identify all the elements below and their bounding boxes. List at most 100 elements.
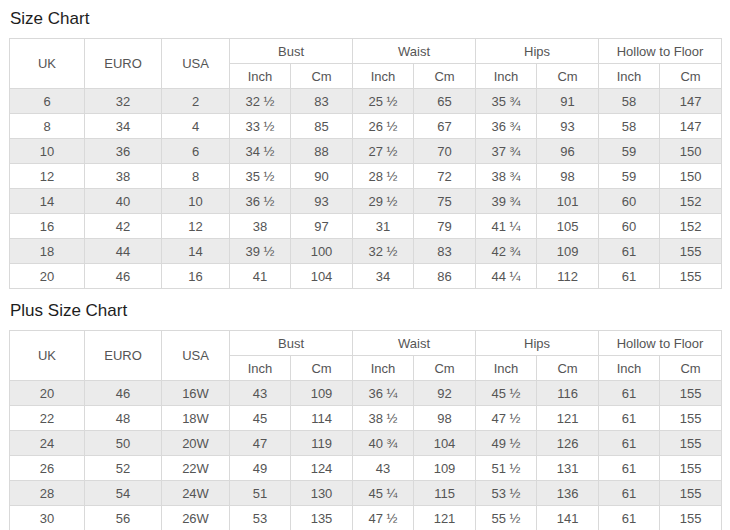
table-cell: 38 ½: [353, 406, 414, 431]
table-cell: 83: [291, 89, 353, 114]
table-cell: 56: [85, 506, 162, 530]
table-cell: 53: [230, 506, 291, 530]
column-group-header: Waist: [353, 331, 476, 356]
column-group-header: Bust: [230, 331, 353, 356]
table-cell: 61: [599, 406, 660, 431]
size-chart-table: UKEUROUSABustWaistHipsHollow to FloorInc…: [9, 38, 722, 289]
table-cell: 44 ¼: [476, 264, 537, 289]
table-cell: 22W: [162, 456, 230, 481]
column-header: UK: [10, 331, 85, 381]
table-cell: 67: [414, 114, 476, 139]
unit-header: Cm: [414, 64, 476, 89]
table-cell: 101: [537, 189, 599, 214]
table-cell: 40 ¾: [353, 431, 414, 456]
unit-header: Inch: [353, 356, 414, 381]
table-cell: 26: [10, 456, 85, 481]
table-row: 265222W491244310951 ½13161155: [10, 456, 722, 481]
unit-header: Cm: [537, 356, 599, 381]
table-cell: 150: [660, 164, 722, 189]
table-cell: 90: [291, 164, 353, 189]
table-cell: 49: [230, 456, 291, 481]
unit-header: Inch: [599, 64, 660, 89]
table-cell: 49 ½: [476, 431, 537, 456]
table-cell: 44: [85, 239, 162, 264]
table-cell: 37 ¾: [476, 139, 537, 164]
table-body: 204616W4310936 ¼9245 ½11661155224818W451…: [10, 381, 722, 530]
table-cell: 38: [230, 214, 291, 239]
table-cell: 38 ¾: [476, 164, 537, 189]
unit-header: Cm: [537, 64, 599, 89]
plus-size-chart-table: UKEUROUSABustWaistHipsHollow to FloorInc…: [9, 330, 722, 530]
table-cell: 18: [10, 239, 85, 264]
table-cell: 34 ½: [230, 139, 291, 164]
table-cell: 36: [85, 139, 162, 164]
table-cell: 30: [10, 506, 85, 530]
table-cell: 10: [10, 139, 85, 164]
table-cell: 61: [599, 239, 660, 264]
table-cell: 109: [414, 456, 476, 481]
table-cell: 39 ½: [230, 239, 291, 264]
table-cell: 155: [660, 264, 722, 289]
table-cell: 46: [85, 264, 162, 289]
table-cell: 61: [599, 264, 660, 289]
table-cell: 42: [85, 214, 162, 239]
table-row: 1238835 ½9028 ½7238 ¾9859150: [10, 164, 722, 189]
table-cell: 36 ¼: [353, 381, 414, 406]
table-cell: 88: [291, 139, 353, 164]
table-cell: 54: [85, 481, 162, 506]
unit-header: Inch: [476, 356, 537, 381]
table-cell: 47 ½: [353, 506, 414, 530]
table-cell: 18W: [162, 406, 230, 431]
table-cell: 104: [414, 431, 476, 456]
table-header: UKEUROUSABustWaistHipsHollow to FloorInc…: [10, 331, 722, 381]
unit-header: Inch: [353, 64, 414, 89]
table-cell: 52: [85, 456, 162, 481]
table-cell: 34: [85, 114, 162, 139]
table-cell: 141: [537, 506, 599, 530]
unit-header: Cm: [660, 64, 722, 89]
table-cell: 8: [162, 164, 230, 189]
table-cell: 16: [162, 264, 230, 289]
table-cell: 26 ½: [353, 114, 414, 139]
table-cell: 20W: [162, 431, 230, 456]
unit-header: Inch: [230, 64, 291, 89]
table-cell: 97: [291, 214, 353, 239]
unit-header: Inch: [230, 356, 291, 381]
table-cell: 100: [291, 239, 353, 264]
column-group-header: Bust: [230, 39, 353, 64]
table-cell: 155: [660, 481, 722, 506]
column-header: UK: [10, 39, 85, 89]
column-header: USA: [162, 331, 230, 381]
table-cell: 115: [414, 481, 476, 506]
table-row: 305626W5313547 ½12155 ½14161155: [10, 506, 722, 530]
unit-header: Cm: [291, 64, 353, 89]
table-cell: 58: [599, 114, 660, 139]
table-cell: 121: [414, 506, 476, 530]
table-cell: 155: [660, 431, 722, 456]
table-row: 834433 ½8526 ½6736 ¾9358147: [10, 114, 722, 139]
table-cell: 36 ¾: [476, 114, 537, 139]
table-cell: 27 ½: [353, 139, 414, 164]
table-cell: 46: [85, 381, 162, 406]
table-header: UKEUROUSABustWaistHipsHollow to FloorInc…: [10, 39, 722, 89]
table-cell: 33 ½: [230, 114, 291, 139]
table-cell: 22: [10, 406, 85, 431]
table-cell: 38: [85, 164, 162, 189]
table-row: 632232 ½8325 ½6535 ¾9158147: [10, 89, 722, 114]
table-cell: 6: [10, 89, 85, 114]
table-cell: 152: [660, 214, 722, 239]
table-cell: 147: [660, 89, 722, 114]
table-cell: 126: [537, 431, 599, 456]
table-cell: 124: [291, 456, 353, 481]
table-cell: 8: [10, 114, 85, 139]
table-cell: 65: [414, 89, 476, 114]
table-cell: 61: [599, 481, 660, 506]
table-cell: 24W: [162, 481, 230, 506]
table-cell: 14: [10, 189, 85, 214]
table-cell: 31: [353, 214, 414, 239]
table-cell: 72: [414, 164, 476, 189]
column-group-header: Waist: [353, 39, 476, 64]
table-cell: 155: [660, 406, 722, 431]
table-cell: 16W: [162, 381, 230, 406]
table-cell: 10: [162, 189, 230, 214]
